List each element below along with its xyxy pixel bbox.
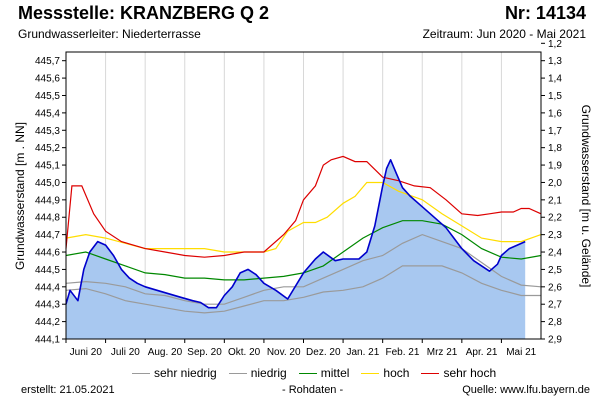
- x-tick-label: Nov. 20: [267, 347, 301, 358]
- y2-tick-label: 1,6: [548, 108, 562, 119]
- y-tick-label: 445,4: [35, 108, 60, 119]
- legend-item-sehr-niedrig: sehr niedrig: [132, 366, 217, 380]
- legend-swatch: [132, 372, 150, 374]
- y-tick-label: 444,3: [35, 300, 60, 311]
- x-axis: Juni 20 Juli 20 Aug. 20 Sep. 20 Okt. 20 Nov. …: [65, 339, 537, 358]
- x-tick-label: Aug. 20: [148, 347, 183, 358]
- measured-area: [66, 159, 526, 339]
- y2-tick-label: 2,2: [548, 213, 562, 224]
- legend-swatch: [228, 372, 247, 374]
- y2-tick-label: 1,4: [548, 74, 562, 85]
- legend: sehr niedrig niedrig mittel hoch sehr hoch: [132, 366, 496, 380]
- y2-tick-label: 2,0: [548, 178, 562, 189]
- series-line-measured: [65, 159, 526, 309]
- x-tick-label: Mai 21: [506, 347, 536, 358]
- x-tick-label: Juli 20: [111, 347, 140, 358]
- y2-tick-label: 2,8: [548, 317, 562, 328]
- legend-swatch: [361, 372, 380, 374]
- y-tick-label: 445,7: [35, 56, 60, 67]
- y2-tick-label: 2,5: [548, 265, 562, 276]
- y-tick-label: 445,3: [35, 126, 60, 137]
- measured-line-group: [65, 159, 526, 309]
- legend-item-niedrig: niedrig: [228, 366, 287, 380]
- y-axis-label: Grundwasserstand [m . NN]: [13, 122, 27, 270]
- y-tick-label: 445,2: [35, 143, 60, 154]
- y2-tick-label: 2,7: [548, 300, 562, 311]
- legend-swatch: [298, 372, 317, 374]
- y2-tick-label: 2,9: [548, 335, 562, 346]
- y-tick-label: 444,9: [35, 195, 60, 206]
- y-axis-right: 1,2 1,3 1,4 1,5 1,6 1,7 1,8 1,9 2,0 2,1 2,2 2,3 2,4 2…: [541, 39, 562, 346]
- created-date: erstellt: 21.05.2021: [21, 384, 115, 396]
- y2-tick-label: 1,2: [548, 39, 562, 50]
- legend-label: sehr niedrig: [154, 366, 217, 380]
- legend-label: mittel: [320, 366, 350, 380]
- legend-label: sehr hoch: [443, 366, 497, 380]
- period-label: Zeitraum: Jun 2020 - Mai 2021: [422, 27, 586, 41]
- series-line-sehr-niedrig: [65, 265, 541, 314]
- y-tick-label: 444,7: [35, 230, 60, 241]
- y2-tick-label: 1,7: [548, 126, 562, 137]
- series-line-sehr-hoch: [65, 155, 542, 258]
- y2-tick-label: 1,8: [548, 143, 562, 154]
- y-tick-label: 444,8: [35, 213, 60, 224]
- station-number: Nr: 14134: [504, 3, 586, 23]
- y-tick-label: 444,5: [35, 265, 60, 276]
- x-tick-label: Dez. 20: [306, 347, 341, 358]
- y2-tick-label: 1,9: [548, 161, 562, 172]
- legend-label: niedrig: [250, 366, 287, 380]
- y-tick-label: 444,6: [35, 248, 60, 259]
- source-link[interactable]: Quelle: www.lfu.bayern.de: [462, 384, 590, 396]
- x-tick-label: Feb. 21: [385, 347, 419, 358]
- measured-area-fill: [66, 159, 526, 339]
- x-tick-label: Okt. 20: [228, 347, 261, 358]
- legend-item-sehr-hoch: sehr hoch: [421, 366, 496, 380]
- aquifer-label: Grundwasserleiter: Niederterrasse: [18, 27, 201, 41]
- series-line-hoch: [65, 181, 542, 253]
- y2-tick-label: 1,3: [548, 56, 562, 67]
- legend-label: hoch: [383, 366, 410, 380]
- legend-item-hoch: hoch: [361, 366, 409, 380]
- y-tick-label: 444,4: [35, 282, 60, 293]
- y-tick-label: 445,6: [35, 74, 60, 85]
- data-type-label: - Rohdaten -: [282, 384, 344, 396]
- y-tick-label: 444,1: [35, 335, 60, 346]
- y-tick-label: 445,5: [35, 91, 60, 102]
- y2-tick-label: 2,3: [548, 230, 562, 241]
- x-tick-label: Jan. 21: [346, 347, 379, 358]
- y2-axis-label: Grundwasserstand [m u. Gelände]: [579, 105, 593, 288]
- legend-swatch: [421, 372, 440, 374]
- x-tick-label: Sep. 20: [187, 347, 222, 358]
- y-tick-label: 445,0: [35, 178, 60, 189]
- y2-tick-label: 2,6: [548, 282, 562, 293]
- y-axis-left: 444,1 444,2 444,3 444,4 444,5 444,6 444,7 444,8…: [35, 56, 66, 346]
- legend-item-mittel: mittel: [298, 366, 350, 380]
- y2-tick-label: 2,1: [548, 195, 562, 206]
- y2-tick-label: 2,4: [548, 248, 562, 259]
- y-tick-label: 445,1: [35, 161, 60, 172]
- y-tick-label: 444,2: [35, 317, 60, 328]
- x-tick-label: Juni 20: [70, 347, 103, 358]
- x-tick-label: Mrz 21: [427, 347, 458, 358]
- x-tick-label: Apr. 21: [466, 347, 498, 358]
- y2-tick-label: 1,5: [548, 91, 562, 102]
- page-title: Messstelle: KRANZBERG Q 2: [18, 3, 270, 23]
